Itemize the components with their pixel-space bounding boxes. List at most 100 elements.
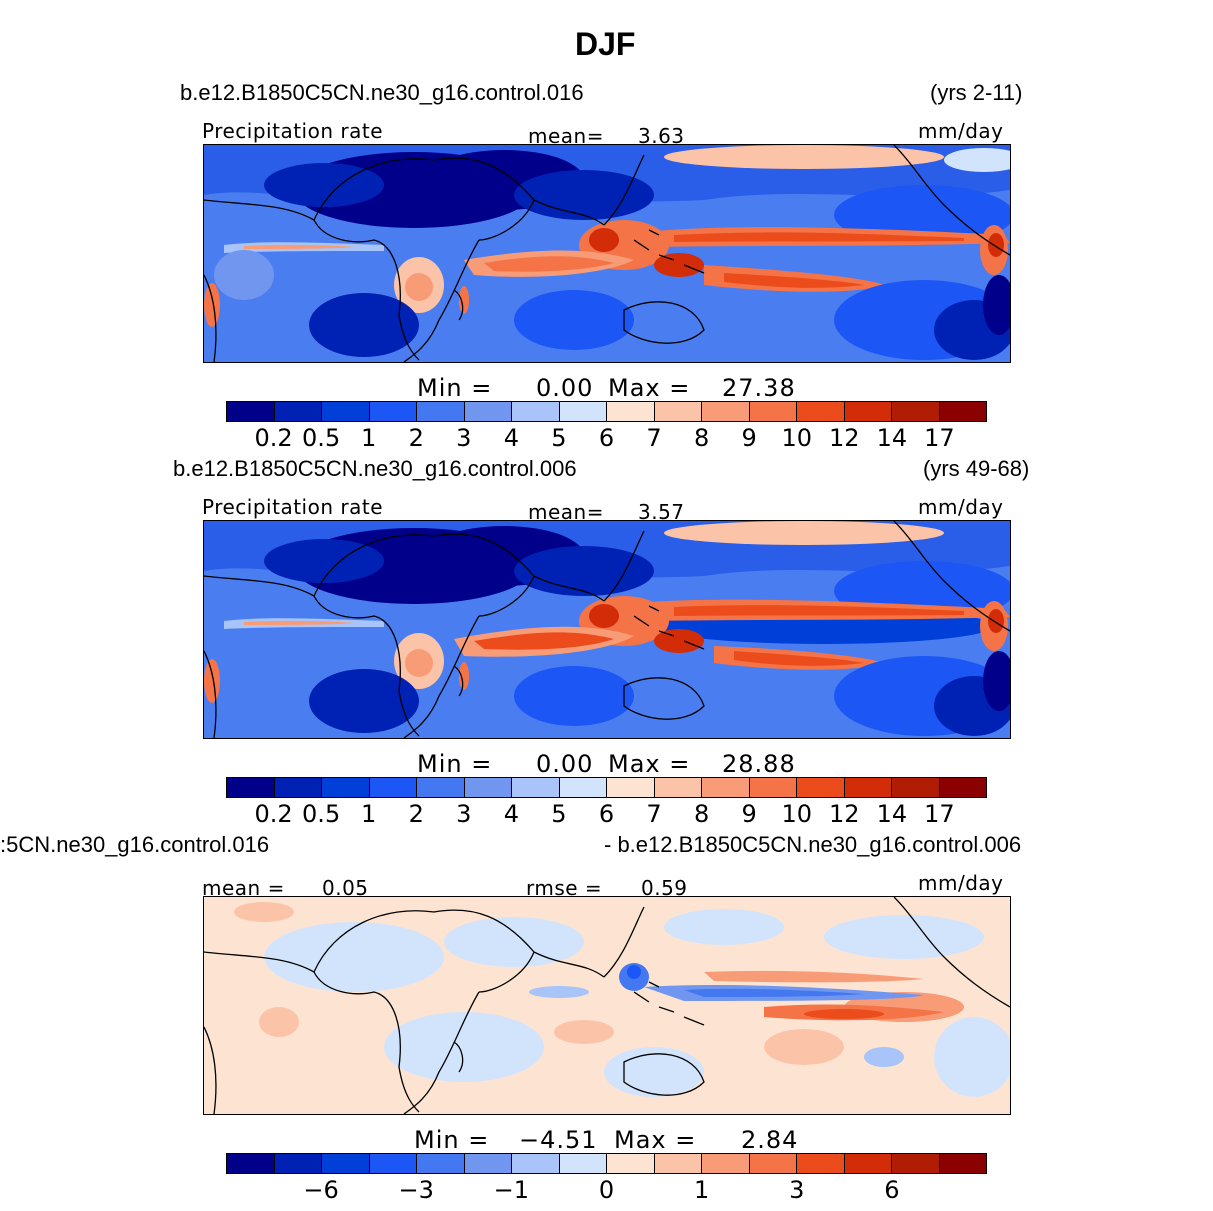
colorbar-tick-label: 8 <box>693 424 710 452</box>
page-title: DJF <box>575 26 636 62</box>
colorbar-swatch <box>274 778 322 797</box>
colorbar-swatch <box>702 1154 750 1173</box>
colorbar-tick-label: 2 <box>408 800 424 828</box>
colorbar-tick-label: −3 <box>398 1176 434 1204</box>
colorbar-tick-label: 12 <box>829 424 860 452</box>
colorbar-swatch <box>939 402 986 421</box>
panel2-variable-label: Precipitation rate <box>202 495 383 519</box>
colorbar-tick-label: 17 <box>924 800 955 828</box>
colorbar-swatch <box>607 778 655 797</box>
panel3-case-left: :5CN.ne30_g16.control.016 <box>0 832 270 857</box>
colorbar-swatch <box>559 778 607 797</box>
colorbar-swatch <box>844 1154 892 1173</box>
panel2-min-value: 0.00 <box>536 750 594 778</box>
panel2-min-label: Min = <box>417 750 493 778</box>
colorbar-swatch <box>274 1154 322 1173</box>
colorbar-tick-label: 2 <box>408 424 424 452</box>
panel1-max-value: 27.38 <box>722 374 796 402</box>
colorbar-swatch <box>227 1154 275 1173</box>
colorbar-tick-label: 3 <box>789 1176 805 1204</box>
panel1-max-label: Max = <box>608 374 691 402</box>
panel2-units: mm/day <box>918 495 1004 519</box>
colorbar-swatch <box>322 402 370 421</box>
colorbar-tick-label: 12 <box>829 800 860 828</box>
panel2-case-name: b.e12.B1850C5CN.ne30_g16.control.006 <box>173 456 577 481</box>
colorbar-swatch <box>559 402 607 421</box>
colorbar-tick-label: 7 <box>646 424 662 452</box>
colorbar-tick-label: 5 <box>551 800 567 828</box>
colorbar-swatch <box>654 1154 702 1173</box>
colorbar-swatch <box>369 1154 417 1173</box>
colorbar-swatch <box>844 778 892 797</box>
colorbar-tick-label: 9 <box>741 800 757 828</box>
colorbar-swatch <box>702 402 750 421</box>
colorbar-swatch <box>749 1154 797 1173</box>
colorbar-swatch <box>227 402 275 421</box>
panel1-precip-map <box>203 144 1011 363</box>
panel1-years: (yrs 2-11) <box>930 80 1023 105</box>
panel3-units: mm/day <box>918 871 1004 895</box>
colorbar-swatch <box>749 402 797 421</box>
panel3-difference-map <box>203 896 1011 1115</box>
panel2-max-value: 28.88 <box>722 750 796 778</box>
colorbar-tick-label: 3 <box>456 800 472 828</box>
colorbar-tick-label: 8 <box>693 800 710 828</box>
panel1-min-value: 0.00 <box>536 374 594 402</box>
colorbar-swatch <box>844 402 892 421</box>
colorbar-swatch <box>559 1154 607 1173</box>
panel3-min-label: Min = <box>414 1126 490 1154</box>
colorbar-tick-label: 3 <box>456 424 472 452</box>
colorbar-tick-label: 6 <box>598 424 615 452</box>
colorbar-tick-label: −6 <box>303 1176 339 1204</box>
colorbar-swatch <box>797 1154 845 1173</box>
colorbar-swatch <box>512 778 560 797</box>
colorbar-swatch <box>322 778 370 797</box>
colorbar-swatch <box>464 778 512 797</box>
colorbar-tick-label: 17 <box>924 424 955 452</box>
colorbar-tick-label: 0.5 <box>302 800 341 828</box>
colorbar-tick-label: 1 <box>693 1176 710 1204</box>
panel3-min-value: −4.51 <box>519 1126 598 1154</box>
colorbar-swatch <box>512 1154 560 1173</box>
panel1-case-name: b.e12.B1850C5CN.ne30_g16.control.016 <box>180 80 584 105</box>
panel3-case-right: - b.e12.B1850C5CN.ne30_g16.control.006 <box>604 832 1022 857</box>
colorbar-swatch <box>892 778 940 797</box>
colorbar-swatch <box>939 1154 986 1173</box>
colorbar-swatch <box>607 402 655 421</box>
colorbar-tick-label: 1 <box>361 800 377 828</box>
colorbar-swatch <box>464 402 512 421</box>
panel3-max-label: Max = <box>614 1126 697 1154</box>
colorbar-tick-label: 5 <box>551 424 567 452</box>
colorbar-swatch <box>702 778 750 797</box>
colorbar-tick-label: 0 <box>598 1176 615 1204</box>
colorbar-swatch <box>654 402 702 421</box>
colorbar-tick-label: 0.2 <box>254 800 293 828</box>
panel1-variable-label: Precipitation rate <box>202 119 383 143</box>
colorbar-tick-label: 14 <box>876 424 908 452</box>
colorbar-swatch <box>369 402 417 421</box>
panel2-max-label: Max = <box>608 750 691 778</box>
colorbar-tick-label: 0.5 <box>302 424 341 452</box>
colorbar-swatch <box>512 402 560 421</box>
colorbar-swatch <box>607 1154 655 1173</box>
colorbar-tick-label: 1 <box>361 424 377 452</box>
colorbar-swatch <box>322 1154 370 1173</box>
colorbar-tick-label: −1 <box>493 1176 530 1204</box>
panel2-precip-map <box>203 520 1011 739</box>
colorbar-tick-label: 7 <box>646 800 662 828</box>
colorbar-swatch <box>892 402 940 421</box>
colorbar-swatch <box>227 778 275 797</box>
colorbar-swatch <box>797 778 845 797</box>
colorbar-swatch <box>464 1154 512 1173</box>
colorbar-swatch <box>939 778 986 797</box>
colorbar-tick-label: 6 <box>884 1176 900 1204</box>
panel1-units: mm/day <box>918 119 1004 143</box>
colorbar-swatch <box>369 778 417 797</box>
colorbar-swatch <box>274 402 322 421</box>
colorbar-swatch <box>417 402 465 421</box>
panel2-years: (yrs 49-68) <box>923 456 1030 481</box>
colorbar-swatch <box>654 778 702 797</box>
panel1-colorbar <box>226 401 987 422</box>
panel2-colorbar <box>226 777 987 798</box>
colorbar-swatch <box>749 778 797 797</box>
